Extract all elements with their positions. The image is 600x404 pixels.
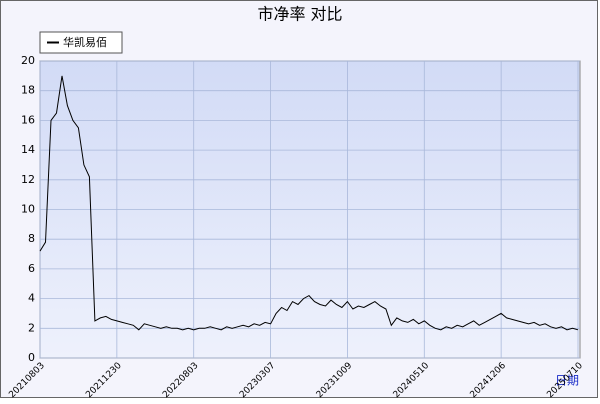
y-tick-label: 0: [28, 351, 35, 364]
y-tick-label: 12: [21, 173, 35, 186]
y-tick-label: 4: [28, 292, 35, 305]
x-axis-label: 日期: [555, 374, 579, 388]
chart-title: 市净率 对比: [257, 5, 342, 24]
line: [39, 75, 579, 331]
y-tick-label: 8: [28, 232, 35, 245]
y-tick-label: 6: [28, 262, 35, 275]
y-tick-label: 18: [21, 84, 35, 97]
y-tick-label: 20: [21, 54, 35, 67]
y-tick-label: 2: [28, 321, 35, 334]
legend-label: 华凯易佰: [63, 35, 107, 49]
y-tick-label: 16: [21, 113, 35, 126]
y-tick-label: 10: [21, 203, 35, 216]
legend-box: [39, 31, 123, 54]
y-tick-label: 14: [21, 143, 35, 156]
